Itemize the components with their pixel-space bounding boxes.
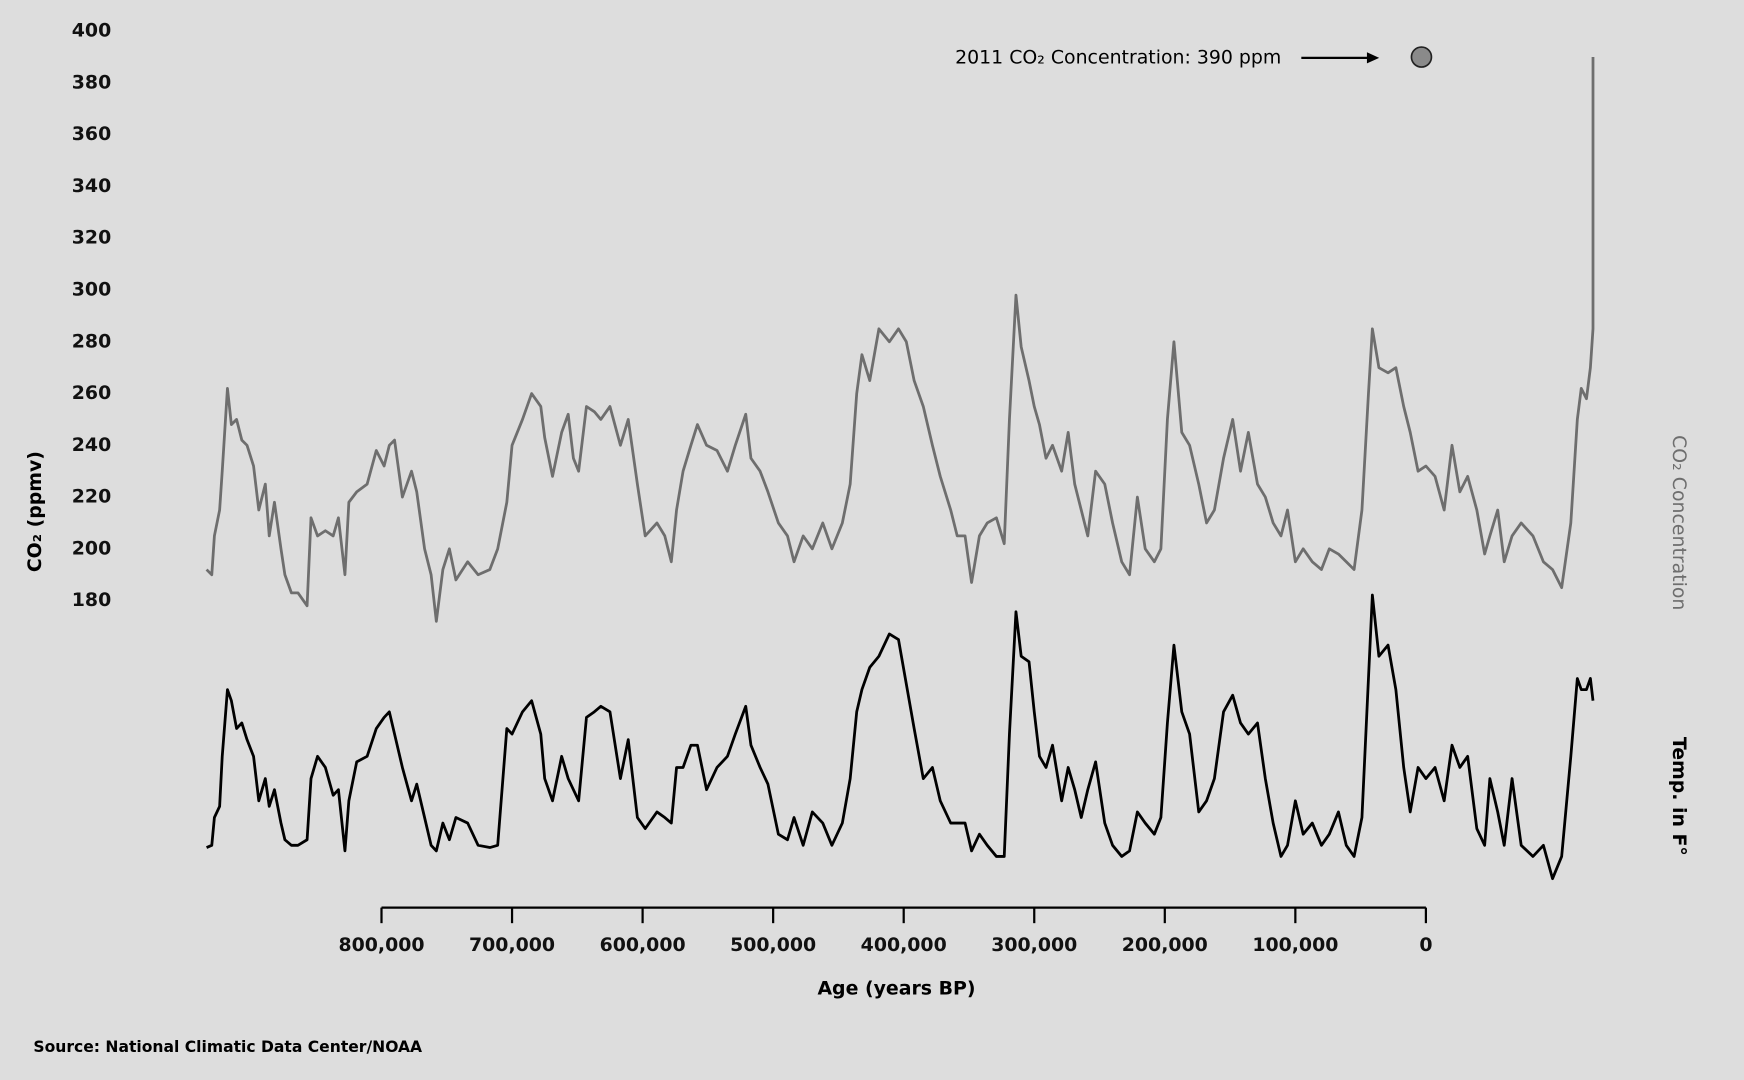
y-axis-label: CO₂ (ppmv) bbox=[24, 451, 46, 572]
series-line bbox=[206, 593, 1595, 881]
y-tick-label: 260 bbox=[72, 382, 111, 404]
x-tick-label: 100,000 bbox=[1252, 934, 1338, 956]
annotation-arrowhead bbox=[1366, 52, 1380, 64]
x-tick-label: 300,000 bbox=[991, 934, 1077, 956]
annotation-point bbox=[1410, 46, 1433, 68]
x-tick-label: 800,000 bbox=[338, 934, 424, 956]
series-line bbox=[205, 57, 1595, 623]
legend-co2: CO₂ Concentration bbox=[1668, 435, 1690, 610]
y-tick-label: 180 bbox=[72, 589, 111, 611]
y-tick-label: 200 bbox=[72, 537, 111, 559]
x-axis-label: Age (years BP) bbox=[817, 977, 975, 999]
x-tick-label: 700,000 bbox=[469, 934, 555, 956]
y-tick-label: 240 bbox=[72, 434, 111, 456]
x-tick-label: 600,000 bbox=[600, 934, 686, 956]
y-tick-label: 380 bbox=[72, 71, 111, 93]
y-tick-label: 280 bbox=[72, 330, 111, 352]
x-tick-label: 500,000 bbox=[730, 934, 816, 956]
y-tick-label: 340 bbox=[72, 175, 111, 197]
y-tick-label: 400 bbox=[72, 20, 111, 42]
y-tick-label: 320 bbox=[72, 227, 111, 249]
legend-temp: Temp. in F° bbox=[1668, 737, 1690, 856]
source: Source: National Climatic Data Center/NO… bbox=[33, 1038, 422, 1056]
x-tick-label: 0 bbox=[1419, 934, 1432, 956]
x-tick-label: 400,000 bbox=[861, 934, 947, 956]
y-tick-label: 360 bbox=[72, 123, 111, 145]
annotation-text: 2011 CO₂ Concentration: 390 ppm bbox=[955, 46, 1281, 68]
y-tick-label: 220 bbox=[72, 486, 111, 508]
x-tick-label: 200,000 bbox=[1122, 934, 1208, 956]
y-tick-label: 300 bbox=[72, 278, 111, 300]
